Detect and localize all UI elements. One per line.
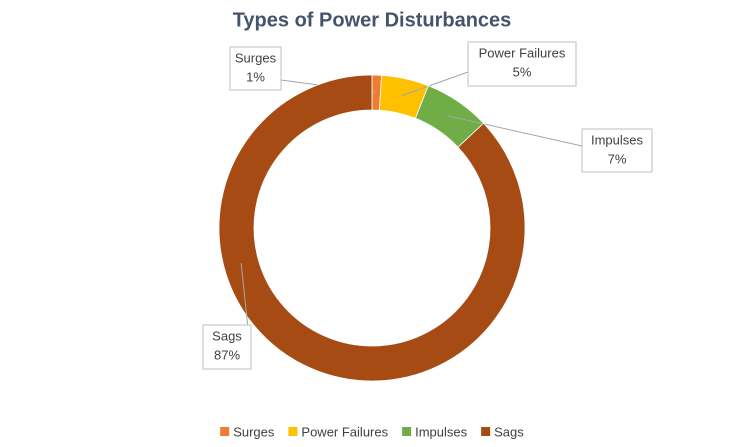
data-label: 1% [246,69,265,84]
label-category: Sags [212,328,242,343]
legend-label: Surges [233,424,275,439]
legend-label: Sags [494,424,524,439]
label-box [467,41,577,87]
leader-line [401,71,469,97]
label-box [581,128,653,173]
leader-line [448,115,583,147]
data-label: 7% [608,151,627,166]
chart-title: Types of Power Disturbances [233,9,512,31]
data-label: 87% [214,347,240,362]
data-label: 5% [513,64,532,79]
legend-swatch [220,427,230,436]
label-category: Impulses [591,132,644,147]
label-box [202,324,252,370]
legend-label: Impulses [415,424,468,439]
legend-label: Power Failures [301,424,388,439]
label-category: Surges [235,50,277,65]
label-category: Power Failures [479,45,566,60]
legend-swatch [402,427,412,436]
legend-swatch [288,427,298,436]
donut-slice [218,74,526,382]
label-box [229,46,282,91]
legend-swatch [481,427,491,436]
